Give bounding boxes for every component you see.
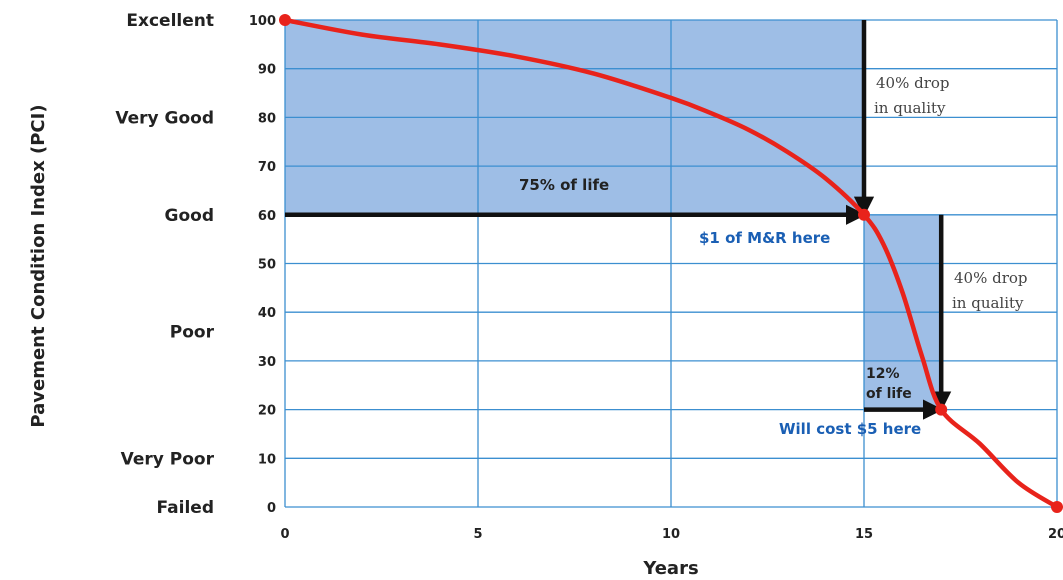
- curve-marker-2: [935, 403, 948, 416]
- annotation-will-cost-here: Will cost $5 here: [779, 420, 921, 438]
- annotation-12-percent-line2: of life: [866, 386, 912, 402]
- y-tick-label-70: 70: [258, 160, 276, 175]
- annotation-drop2-line1: 40% drop: [954, 269, 1028, 287]
- condition-labels: Excellent Very Good Good Poor Very Poor Faile…: [115, 11, 214, 518]
- x-tick-label-15: 15: [855, 527, 873, 542]
- annotation-drop1-line2: in quality: [874, 99, 946, 117]
- x-tick-label-10: 10: [662, 527, 680, 542]
- x-tick-labels: 0 5 10 15 20: [280, 527, 1063, 542]
- y-axis-title: Pavement Condition Index (PCI): [28, 104, 49, 427]
- y-tick-label-20: 20: [258, 404, 276, 419]
- condition-label-very-good: Very Good: [115, 108, 214, 128]
- arrows: [285, 20, 952, 420]
- y-tick-label-100: 100: [249, 14, 276, 29]
- y-tick-labels: 0 10 20 30 40 50 60 70 80 90 100: [249, 14, 276, 516]
- y-tick-label-90: 90: [258, 63, 276, 78]
- annotation-12-percent-line1: 12%: [866, 366, 900, 382]
- annotation-drop1-line1: 40% drop: [876, 74, 950, 92]
- curve-marker-0: [279, 14, 291, 26]
- y-tick-label-60: 60: [258, 209, 276, 224]
- annotation-75-percent-life: 75% of life: [519, 176, 609, 194]
- x-tick-label-0: 0: [280, 527, 289, 542]
- curve-marker-3: [1051, 501, 1063, 513]
- curve-markers: [279, 14, 1063, 513]
- annotation-drop2-line2: in quality: [952, 294, 1024, 312]
- x-tick-label-20: 20: [1048, 527, 1063, 542]
- y-tick-label-50: 50: [258, 258, 276, 273]
- y-tick-label-10: 10: [258, 452, 276, 467]
- condition-label-poor: Poor: [170, 323, 215, 343]
- x-tick-label-5: 5: [473, 527, 482, 542]
- y-tick-label-30: 30: [258, 355, 276, 370]
- annotation-mr-cost-here: $1 of M&R here: [699, 229, 830, 247]
- curve-marker-1: [858, 208, 870, 221]
- condition-label-failed: Failed: [157, 498, 214, 518]
- y-tick-label-0: 0: [267, 501, 276, 516]
- condition-label-very-poor: Very Poor: [121, 449, 215, 469]
- y-tick-label-40: 40: [258, 306, 276, 321]
- y-tick-label-80: 80: [258, 111, 276, 126]
- x-axis-title: Years: [642, 558, 698, 579]
- condition-label-excellent: Excellent: [126, 11, 214, 31]
- condition-label-good: Good: [165, 206, 214, 226]
